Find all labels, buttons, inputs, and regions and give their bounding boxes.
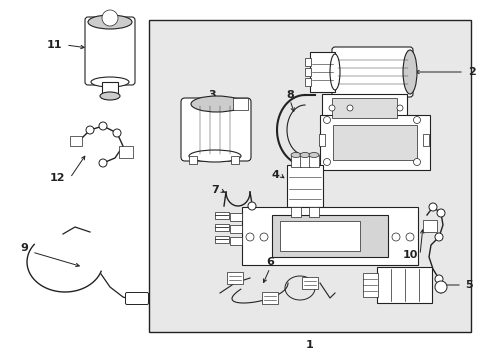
Bar [280,221,359,251]
Circle shape [396,105,402,111]
Bar [215,212,228,219]
FancyBboxPatch shape [331,47,412,97]
Circle shape [86,126,94,134]
FancyBboxPatch shape [125,292,148,305]
Bar [271,215,387,257]
Bar [305,68,310,76]
Circle shape [102,10,118,26]
Bar [290,155,301,167]
Bar [242,207,417,265]
Ellipse shape [308,153,318,158]
Circle shape [99,159,107,167]
Bar [229,213,242,221]
Circle shape [413,158,420,166]
Circle shape [391,233,399,241]
Circle shape [260,233,267,241]
Bar [305,58,310,66]
FancyBboxPatch shape [181,98,250,161]
Bar [362,273,377,297]
Bar [331,98,396,118]
Bar [262,292,278,304]
Bar [226,272,243,284]
Bar [229,225,242,233]
Circle shape [434,275,442,283]
Circle shape [247,202,256,210]
Text: 6: 6 [265,257,273,267]
Ellipse shape [100,92,120,100]
Text: 2: 2 [467,67,475,77]
Circle shape [323,158,330,166]
Text: 5: 5 [464,280,472,290]
Text: 12: 12 [49,173,65,183]
Ellipse shape [189,150,241,162]
Circle shape [413,117,420,123]
Bar [308,207,318,217]
Circle shape [405,233,413,241]
Bar [215,236,228,243]
Bar [422,134,428,146]
Circle shape [428,203,436,211]
Bar [230,156,239,164]
Circle shape [346,105,352,111]
Text: 9: 9 [20,243,28,253]
Bar [302,277,317,289]
Text: 1: 1 [305,340,313,350]
Ellipse shape [299,153,309,158]
Circle shape [434,233,442,241]
Circle shape [323,117,330,123]
Text: 11: 11 [46,40,62,50]
Circle shape [113,129,121,137]
Bar [318,134,325,146]
Text: 7: 7 [211,185,219,195]
Text: 8: 8 [285,90,293,100]
Text: 10: 10 [402,250,417,260]
Ellipse shape [88,15,132,29]
Bar [70,136,82,146]
Text: 4: 4 [270,170,278,180]
Bar [229,237,242,245]
Bar [290,207,301,217]
Ellipse shape [191,96,243,112]
Bar [215,224,228,231]
Circle shape [328,105,334,111]
Text: 3: 3 [208,90,215,100]
Bar [376,267,431,303]
Bar [232,98,247,110]
Bar [422,220,436,232]
FancyBboxPatch shape [85,17,135,85]
Bar [309,52,334,92]
Bar [332,125,416,160]
Bar [319,115,429,170]
Bar [119,146,133,158]
Ellipse shape [402,50,416,94]
Bar [102,82,118,96]
Bar [149,20,470,332]
Circle shape [436,209,444,217]
Ellipse shape [329,54,339,90]
Circle shape [434,281,446,293]
Circle shape [245,233,253,241]
Bar [299,155,309,167]
Ellipse shape [91,77,129,87]
Bar [189,156,197,164]
Bar [286,165,323,207]
Bar [305,78,310,86]
Circle shape [99,122,107,130]
Ellipse shape [290,153,301,158]
Bar [321,94,406,124]
Bar [308,155,318,167]
